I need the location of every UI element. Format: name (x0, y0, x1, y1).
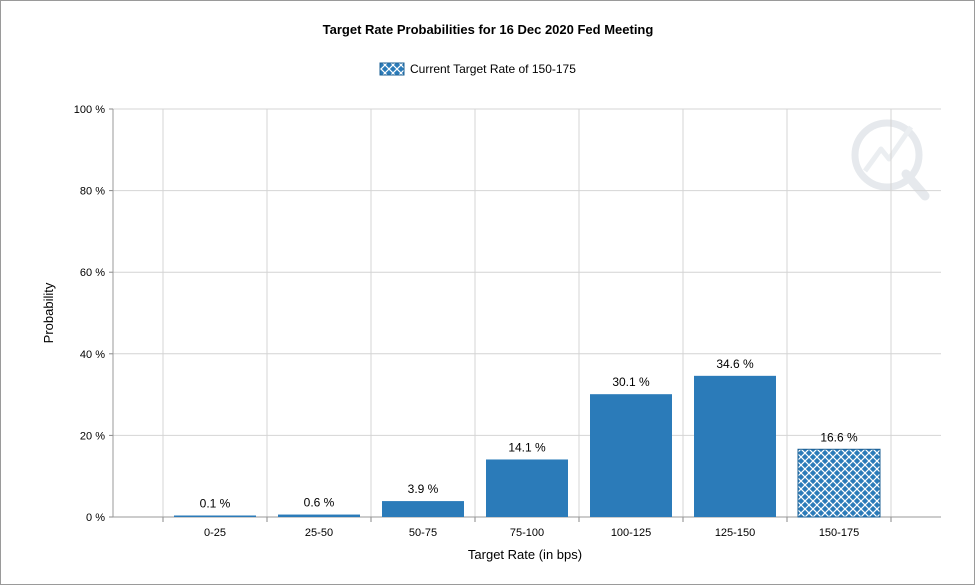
x-tick-label: 150-175 (819, 527, 859, 539)
y-tick-label: 100 % (74, 104, 105, 116)
x-tick-label: 125-150 (715, 527, 755, 539)
data-label: 16.6 % (820, 430, 858, 444)
y-tick-label: 60 % (80, 267, 105, 279)
x-axis-label: Target Rate (in bps) (468, 547, 582, 562)
y-tick-label: 20 % (80, 430, 105, 442)
data-label: 30.1 % (612, 375, 650, 389)
y-tick-label: 0 % (86, 512, 105, 524)
bar-125-150 (694, 375, 776, 517)
legend: Current Target Rate of 150-175 (379, 62, 576, 76)
data-labels: 0.1 % 0.6 % 3.9 % 14.1 % 30.1 % 34.6 % 16.6 % (200, 357, 858, 511)
y-tick-label: 40 % (80, 349, 105, 361)
watermark-logo (851, 119, 930, 201)
data-label: 0.6 % (304, 496, 335, 510)
y-tick-label: 80 % (80, 186, 105, 198)
bar-25-50 (278, 514, 360, 517)
bar-100-125 (590, 394, 672, 517)
data-label: 0.1 % (200, 497, 231, 511)
data-label: 3.9 % (408, 482, 439, 496)
bar-150-175 (797, 448, 881, 518)
bar-50-75 (382, 501, 464, 517)
legend-swatch (379, 62, 405, 76)
x-tick-label: 25-50 (305, 527, 333, 539)
bar-75-100 (486, 459, 568, 517)
y-axis-label: Probability (41, 282, 56, 343)
bar-0-25 (174, 515, 256, 517)
data-label: 34.6 % (716, 357, 754, 371)
x-tick-label: 0-25 (204, 527, 226, 539)
data-label: 14.1 % (508, 440, 546, 454)
x-tick-label: 75-100 (510, 527, 544, 539)
chart-title: Target Rate Probabilities for 16 Dec 202… (323, 22, 654, 37)
legend-label: Current Target Rate of 150-175 (410, 62, 576, 76)
bars (174, 375, 881, 518)
x-tick-label: 100-125 (611, 527, 651, 539)
x-tick-label: 50-75 (409, 527, 437, 539)
